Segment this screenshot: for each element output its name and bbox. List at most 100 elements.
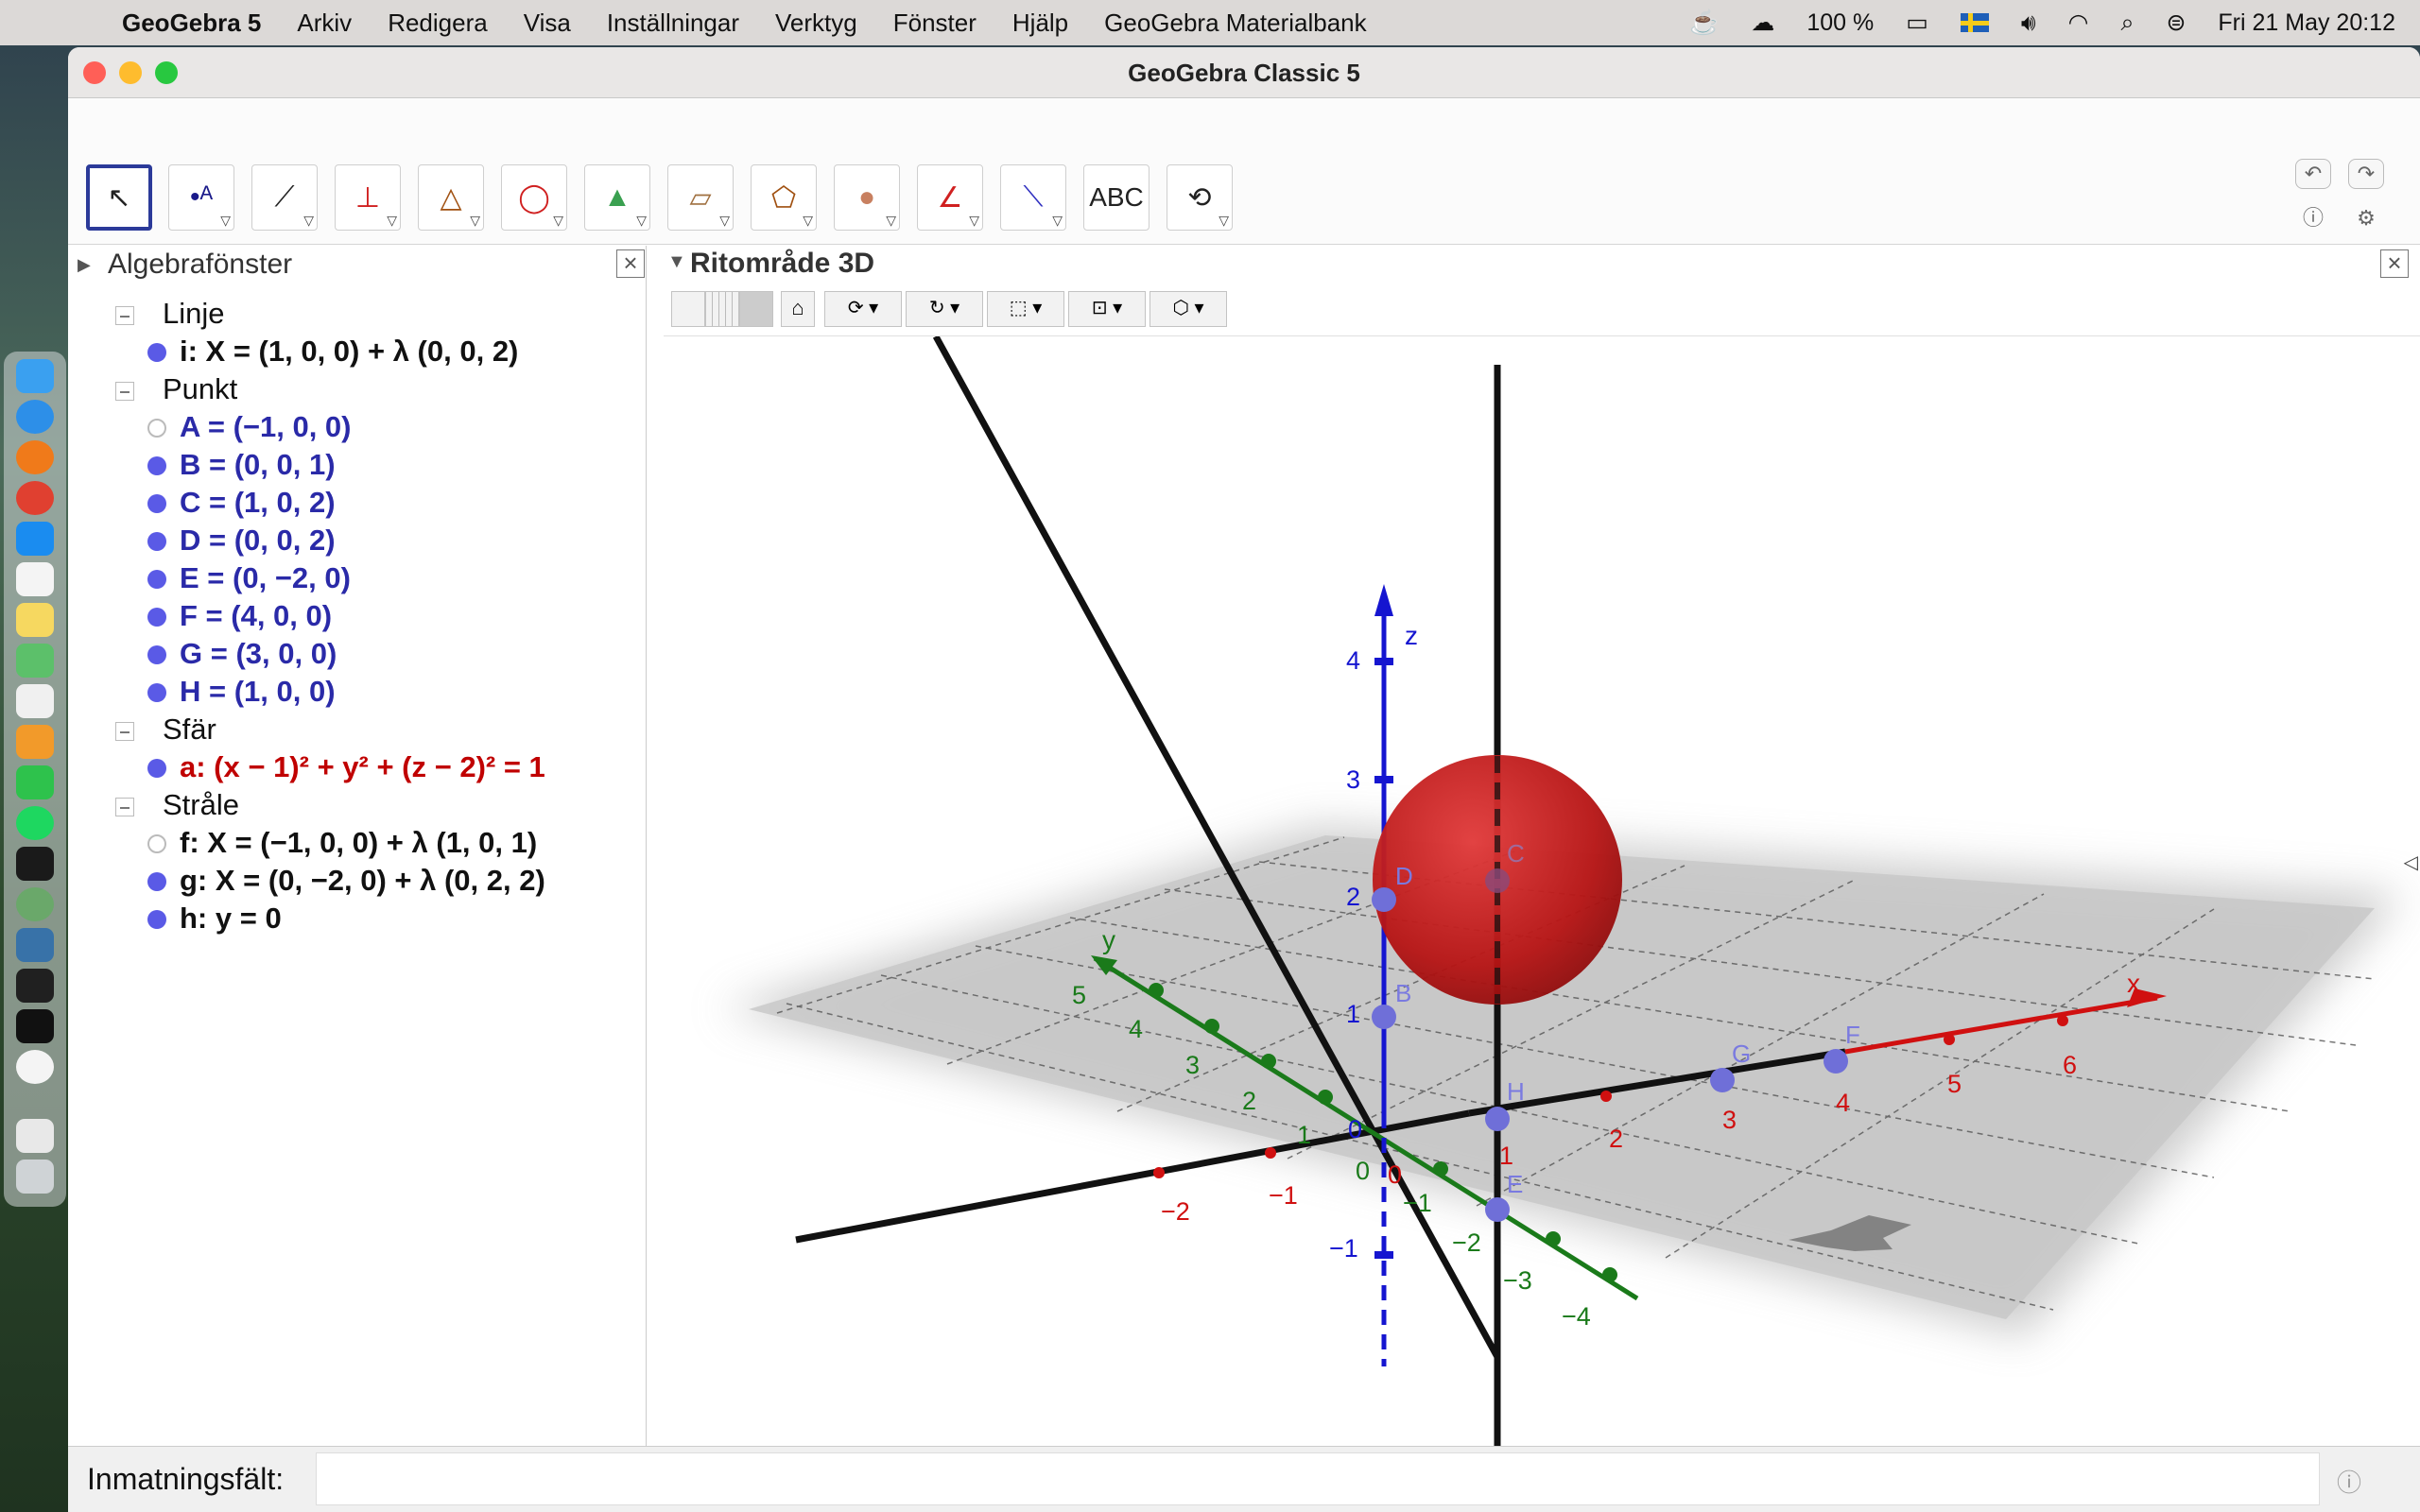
collapse-icon[interactable] xyxy=(115,381,134,401)
pages-icon[interactable] xyxy=(16,725,54,759)
algebra-item-A[interactable]: A = (−1, 0, 0) xyxy=(147,408,352,446)
algebra-view-title[interactable]: ▶ Algebrafönster xyxy=(68,246,646,284)
minimize-window-button[interactable] xyxy=(119,61,142,84)
collapse-triangle-icon[interactable]: ▼ xyxy=(667,251,686,272)
visibility-toggle[interactable] xyxy=(147,456,166,475)
algebra-item-h[interactable]: h: y = 0 xyxy=(147,900,282,937)
rotate-view-button[interactable]: ⟳ ▾ xyxy=(824,291,902,327)
visibility-toggle[interactable] xyxy=(147,570,166,589)
algebra-item-a[interactable]: a: (x − 1)² + y² + (z − 2)² = 1 xyxy=(147,748,545,786)
reminders-icon[interactable] xyxy=(16,684,54,718)
zoom-window-button[interactable] xyxy=(155,61,178,84)
close-graphics-view-button[interactable]: × xyxy=(2380,249,2409,278)
terminal-icon[interactable] xyxy=(16,1009,54,1043)
menu-verktyg[interactable]: Verktyg xyxy=(775,8,857,37)
close-window-button[interactable] xyxy=(83,61,106,84)
x-axis[interactable] xyxy=(795,1109,1470,1244)
visibility-toggle[interactable] xyxy=(147,910,166,929)
activity-monitor-icon[interactable] xyxy=(16,969,54,1003)
point-G[interactable] xyxy=(1710,1068,1735,1092)
move-view-handle-icon[interactable] xyxy=(1789,1215,1911,1251)
menu-installningar[interactable]: Inställningar xyxy=(606,8,740,37)
cloud-upload-icon[interactable]: ☁ xyxy=(1751,9,1775,36)
algebra-item-H[interactable]: H = (1, 0, 0) xyxy=(147,673,336,711)
scene-3d[interactable]: x −2 −1 0 1 2 3 4 5 6 y 5 xyxy=(664,336,2420,1446)
home-view-button[interactable]: ⌂ xyxy=(781,291,815,327)
perpendicular-tool[interactable]: ⊥ ▽ xyxy=(335,164,401,231)
battery-icon[interactable]: ▭ xyxy=(1906,9,1928,36)
pycharm-icon[interactable] xyxy=(16,847,54,881)
menu-redigera[interactable]: Redigera xyxy=(388,8,488,37)
point-F[interactable] xyxy=(1824,1049,1848,1074)
menu-arkiv[interactable]: Arkiv xyxy=(297,8,353,37)
group-linje[interactable]: Linje xyxy=(115,295,225,333)
collapse-icon[interactable] xyxy=(115,305,134,325)
input-field[interactable] xyxy=(316,1452,2320,1505)
menu-materialbank[interactable]: GeoGebra Materialbank xyxy=(1104,8,1367,37)
rotate-view-tool[interactable]: ⟲ ▽ xyxy=(1167,164,1233,231)
group-sfar[interactable]: Sfär xyxy=(115,711,216,748)
coffee-icon[interactable]: ☕ xyxy=(1689,9,1720,36)
safari-icon[interactable] xyxy=(16,400,54,434)
panel-resize-handle-icon[interactable]: ◁ xyxy=(2403,852,2418,873)
clipping-button[interactable]: ⊡ ▾ xyxy=(1068,291,1146,327)
algebra-item-B[interactable]: B = (0, 0, 1) xyxy=(147,446,336,484)
projection-button[interactable]: ⬡ ▾ xyxy=(1150,291,1227,327)
point-D[interactable] xyxy=(1372,887,1396,912)
firefox-icon[interactable] xyxy=(16,440,54,474)
visibility-toggle[interactable] xyxy=(147,494,166,513)
swedish-flag-icon[interactable] xyxy=(1960,13,1989,32)
visibility-toggle[interactable] xyxy=(147,872,166,891)
plane-tool[interactable]: ▱ ▽ xyxy=(667,164,734,231)
prism-tool[interactable]: ⬠ ▽ xyxy=(751,164,817,231)
help-icon[interactable]: ⓘ xyxy=(2302,206,2324,230)
clock[interactable]: Fri 21 May 20:12 xyxy=(2218,9,2395,36)
algebra-item-i[interactable]: i: X = (1, 0, 0) + λ (0, 0, 2) xyxy=(147,333,518,370)
visibility-toggle[interactable] xyxy=(147,834,166,853)
point-B[interactable] xyxy=(1372,1005,1396,1029)
volume-icon[interactable]: 🔊︎ xyxy=(2020,9,2036,36)
wifi-icon[interactable]: ◠ xyxy=(2067,9,2089,36)
menu-visa[interactable]: Visa xyxy=(523,8,571,37)
collapse-icon[interactable] xyxy=(115,797,134,816)
undo-button[interactable]: ↶ xyxy=(2295,159,2331,189)
toggle-plane-button[interactable] xyxy=(739,291,773,327)
algebra-item-F[interactable]: F = (4, 0, 0) xyxy=(147,597,332,635)
menu-fonster[interactable]: Fönster xyxy=(892,8,977,37)
spotify-icon[interactable] xyxy=(16,806,54,840)
finder-icon[interactable] xyxy=(16,359,54,393)
reflect-tool[interactable]: ⟍ ▽ xyxy=(1000,164,1066,231)
algebra-item-G[interactable]: G = (3, 0, 0) xyxy=(147,635,337,673)
spotlight-icon[interactable]: ⌕ xyxy=(2120,9,2135,36)
animate-rotation-button[interactable]: ↻ ▾ xyxy=(906,291,983,327)
text-tool[interactable]: ABC xyxy=(1083,164,1150,231)
algebra-item-C[interactable]: C = (1, 0, 2) xyxy=(147,484,336,522)
angle-tool[interactable]: ∠ ▽ xyxy=(917,164,983,231)
settings-gear-icon[interactable]: ⚙ xyxy=(2357,206,2376,230)
expand-triangle-icon[interactable]: ▶ xyxy=(78,255,91,274)
geogebra-icon[interactable] xyxy=(16,1050,54,1084)
sphere-tool[interactable]: ● ▽ xyxy=(834,164,900,231)
polygon-tool[interactable]: △ ▽ xyxy=(418,164,484,231)
python-icon[interactable] xyxy=(16,928,54,962)
redo-button[interactable]: ↷ xyxy=(2348,159,2384,189)
point-E[interactable] xyxy=(1485,1197,1510,1222)
point-H[interactable] xyxy=(1485,1107,1510,1131)
app-store-icon[interactable] xyxy=(16,522,54,556)
notes-icon[interactable] xyxy=(16,603,54,637)
control-center-icon[interactable]: ⊜ xyxy=(2166,9,2187,36)
menu-hjalp[interactable]: Hjälp xyxy=(1011,8,1069,37)
visibility-toggle[interactable] xyxy=(147,419,166,438)
algebra-item-f[interactable]: f: X = (−1, 0, 0) + λ (1, 0, 1) xyxy=(147,824,537,862)
toggle-grid-button[interactable] xyxy=(705,291,739,327)
collapse-icon[interactable] xyxy=(115,721,134,741)
visibility-toggle[interactable] xyxy=(147,343,166,362)
close-algebra-view-button[interactable]: × xyxy=(616,249,645,278)
pyramid-tool[interactable]: ▲ ▽ xyxy=(584,164,650,231)
downloads-icon[interactable] xyxy=(16,1119,54,1153)
visibility-toggle[interactable] xyxy=(147,683,166,702)
menu-app-name[interactable]: GeoGebra 5 xyxy=(122,8,262,37)
ray-g[interactable] xyxy=(932,336,1501,1359)
visibility-toggle[interactable] xyxy=(147,759,166,778)
group-punkt[interactable]: Punkt xyxy=(115,370,237,408)
